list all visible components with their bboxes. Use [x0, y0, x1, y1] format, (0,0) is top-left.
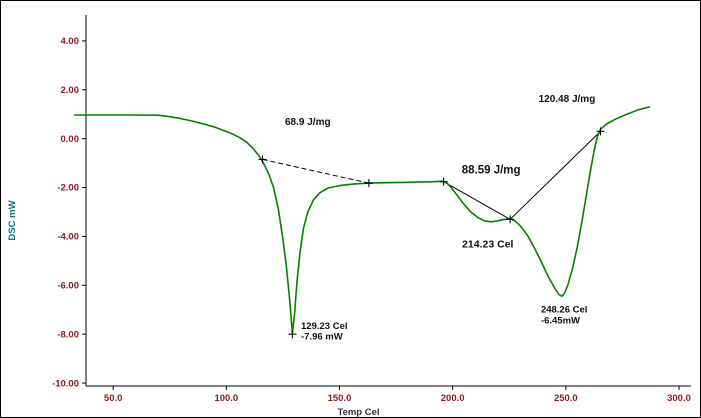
y-tick-label: 0.00 — [61, 134, 80, 145]
y-tick-label: -2.00 — [57, 183, 79, 194]
chart-annotation: 129.23 Cel — [301, 321, 347, 332]
chart-annotation: 68.9 J/mg — [285, 117, 331, 128]
x-tick-label: 200.0 — [441, 393, 465, 404]
dsc-curve — [73, 106, 651, 335]
y-tick-label: -10.00 — [52, 378, 79, 389]
y-axis-title: DSC mW — [7, 200, 18, 240]
integration-baseline — [262, 158, 370, 184]
x-tick-label: 150.0 — [328, 393, 352, 404]
x-tick-label: 300.0 — [667, 393, 691, 404]
y-tick-label: -4.00 — [57, 232, 79, 243]
x-tick-label: 100.0 — [214, 393, 238, 404]
x-tick-label: 250.0 — [554, 393, 578, 404]
chart-annotation: -7.96 mW — [301, 332, 343, 343]
chart-annotation: 248.26 Cel — [541, 305, 587, 316]
y-tick-label: -6.00 — [57, 281, 79, 292]
chart-annotation: -6.45mW — [541, 315, 580, 326]
chart-annotation: 120.48 J/mg — [539, 94, 596, 105]
y-tick-label: 2.00 — [61, 85, 80, 96]
chart-annotation: 88.59 J/mg — [462, 164, 521, 176]
integration-baseline — [443, 181, 511, 220]
x-axis-title: Temp Cel — [337, 407, 379, 418]
x-tick-label: 50.0 — [104, 393, 123, 404]
integration-baseline — [509, 130, 601, 220]
chart-annotation: 214.23 Cel — [462, 238, 513, 250]
y-tick-label: 4.00 — [61, 36, 80, 47]
y-tick-label: -8.00 — [57, 329, 79, 340]
